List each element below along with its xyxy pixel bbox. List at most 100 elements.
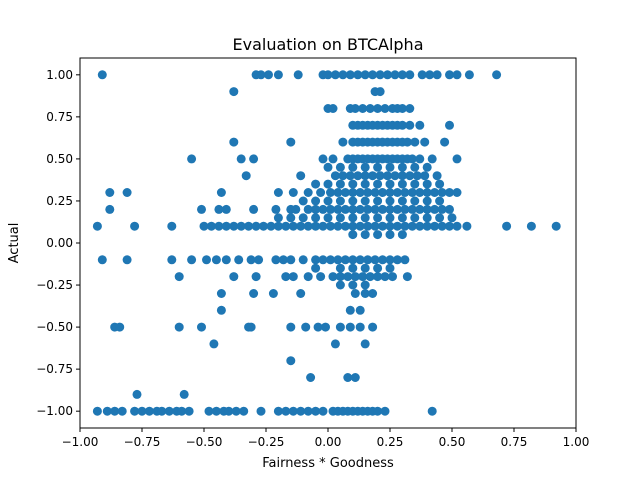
scatter-point (397, 213, 407, 223)
scatter-point (375, 70, 385, 80)
scatter-point (385, 221, 395, 231)
scatter-point (313, 322, 323, 332)
scatter-point (373, 104, 383, 113)
scatter-point (397, 196, 407, 206)
scatter-point (311, 196, 321, 206)
scatter-point (236, 154, 246, 164)
scatter-point (303, 272, 313, 282)
scatter-point (375, 171, 385, 181)
scatter-point (435, 179, 445, 189)
scatter-point (410, 196, 420, 206)
scatter-point (392, 204, 402, 214)
scatter-point (350, 373, 360, 382)
scatter-point (256, 406, 266, 416)
scatter-point (115, 322, 125, 332)
scatter-point (273, 188, 283, 197)
scatter-point (397, 120, 407, 130)
scatter-point (437, 204, 447, 214)
scatter-point (316, 272, 326, 282)
scatter-point (102, 406, 112, 416)
scatter-point (318, 255, 328, 265)
scatter-point (286, 255, 296, 265)
scatter-point (338, 137, 348, 147)
scatter-point (427, 406, 437, 416)
scatter-point (105, 204, 115, 214)
scatter-point (452, 154, 462, 164)
scatter-point (385, 188, 395, 197)
scatter-point (286, 356, 296, 366)
scatter-point (271, 255, 281, 265)
x-tick-label: −1.00 (62, 435, 99, 449)
scatter-point (405, 171, 415, 181)
scatter-point (278, 255, 288, 265)
scatter-point (370, 204, 380, 214)
scatter-point (348, 204, 358, 214)
scatter-point (197, 204, 206, 214)
scatter-point (445, 221, 454, 231)
scatter-point (97, 255, 107, 265)
scatter-point (340, 188, 350, 197)
scatter-point (435, 196, 445, 206)
scatter-point (353, 70, 363, 80)
scatter-point (311, 213, 321, 223)
scatter-point (157, 406, 167, 416)
scatter-point (229, 272, 239, 282)
scatter-point (231, 406, 241, 416)
scatter-point (249, 154, 259, 164)
scatter-point (430, 188, 440, 197)
scatter-point (360, 162, 370, 172)
scatter-point (174, 322, 184, 332)
scatter-point (432, 70, 442, 80)
scatter-point (187, 154, 197, 164)
plot-frame (79, 57, 577, 429)
scatter-point (373, 406, 383, 416)
y-tick-label: 1.00 (46, 68, 73, 82)
scatter-point (380, 104, 390, 113)
scatter-point (452, 221, 462, 231)
scatter-point (224, 406, 234, 416)
scatter-point (167, 255, 177, 265)
scatter-point (286, 213, 296, 223)
scatter-point (254, 255, 264, 265)
scatter-point (214, 204, 224, 214)
scatter-point (179, 389, 189, 399)
scatter-point (348, 255, 358, 265)
scatter-point (430, 204, 440, 214)
scatter-point (303, 204, 313, 214)
scatter-point (326, 255, 335, 265)
scatter-point (415, 221, 425, 231)
scatter-point (301, 322, 311, 332)
scatter-point (110, 406, 120, 416)
scatter-point (368, 322, 378, 332)
scatter-point (407, 221, 417, 231)
scatter-point (422, 179, 432, 189)
scatter-point (452, 188, 462, 197)
scatter-point (360, 196, 370, 206)
scatter-point (311, 263, 321, 273)
scatter-point (385, 179, 395, 189)
scatter-point (296, 221, 306, 231)
scatter-point (281, 272, 291, 282)
scatter-point (229, 137, 239, 147)
scatter-point (492, 70, 502, 80)
scatter-point (363, 221, 373, 231)
scatter-point (291, 204, 301, 214)
scatter-point (388, 272, 397, 282)
scatter-point (445, 70, 454, 80)
scatter-point (345, 171, 355, 181)
scatter-point (266, 221, 276, 231)
scatter-point (348, 188, 358, 197)
scatter-point (249, 289, 259, 298)
scatter-point (281, 221, 291, 231)
scatter-point (385, 255, 395, 265)
scatter-point (246, 322, 256, 332)
scatter-point (335, 263, 345, 273)
scatter-point (378, 221, 388, 231)
x-tick-label: 0.00 (315, 435, 342, 449)
scatter-point (221, 221, 231, 231)
x-axis: −1.00 −0.75 −0.50 −0.25 0.00 0.25 0.50 0.75 1.00 (62, 428, 589, 449)
scatter-point (360, 280, 370, 290)
points-layer (92, 70, 561, 416)
scatter-point (202, 255, 211, 265)
scatter-point (211, 255, 221, 265)
